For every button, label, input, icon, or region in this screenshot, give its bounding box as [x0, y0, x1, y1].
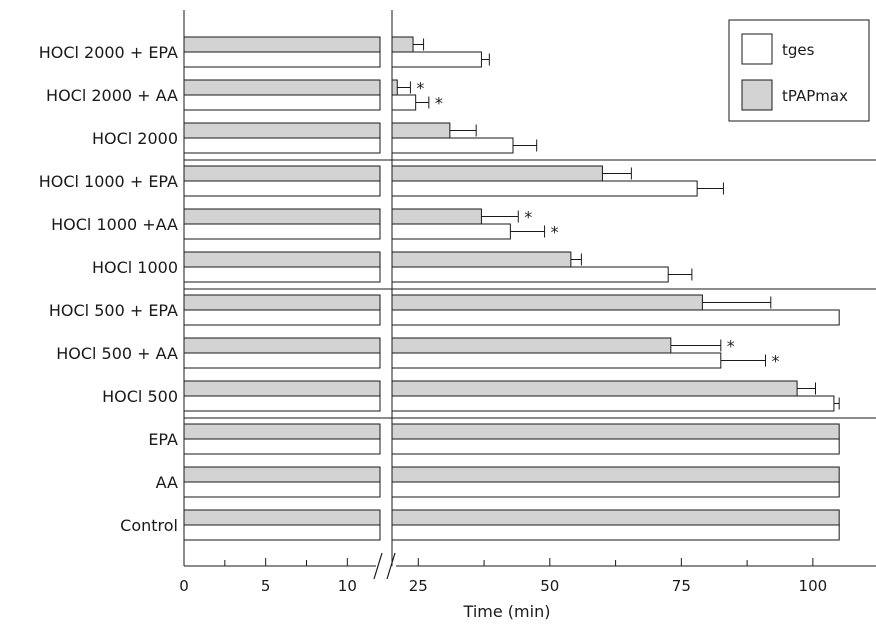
bar-tges-left	[183, 481, 381, 498]
category-label: HOCl 1000 +AA	[51, 215, 178, 234]
category-label: HOCl 2000	[92, 129, 178, 148]
bar-tpapmax-left	[183, 294, 381, 311]
x-tick-label: 5	[261, 577, 271, 595]
bar-tges	[391, 309, 840, 326]
bar-tpapmax-left	[183, 337, 381, 354]
bar-tpapmax-left	[183, 208, 381, 225]
x-tick-label: 50	[540, 577, 559, 595]
bar-tges-left	[183, 395, 381, 412]
bar-tpapmax-left	[183, 165, 381, 182]
axis-break-mark	[373, 552, 383, 580]
bar-tges-left	[183, 51, 381, 68]
bar-tpapmax-left	[183, 466, 381, 483]
bar-tges-left	[183, 266, 381, 283]
category-label: HOCl 1000	[92, 258, 178, 277]
x-tick-label: 75	[672, 577, 691, 595]
bar-tpapmax	[391, 466, 840, 483]
x-tick-label: 100	[799, 577, 828, 595]
category-label: HOCl 1000 + EPA	[39, 172, 178, 191]
bar-tges	[391, 481, 840, 498]
bar-tges	[391, 266, 669, 283]
bar-tpapmax-left	[183, 509, 381, 526]
significance-marker: *	[524, 208, 532, 227]
bar-tges	[391, 94, 417, 111]
significance-marker: *	[416, 79, 424, 98]
bar-tpapmax	[391, 122, 451, 139]
category-label: HOCl 2000 + EPA	[39, 43, 178, 62]
significance-marker: *	[551, 223, 559, 242]
legend-label-tpapmax: tPAPmax	[782, 87, 848, 105]
bar-tges	[391, 524, 840, 541]
category-label: HOCl 500 + AA	[56, 344, 178, 363]
bar-tpapmax-left	[183, 122, 381, 139]
bar-tpapmax	[391, 423, 840, 440]
bar-tges	[391, 395, 835, 412]
legend-swatch-tpapmax	[741, 79, 773, 111]
legend-label-tges: tges	[782, 41, 815, 59]
bar-tges-left	[183, 223, 381, 240]
bar-tpapmax	[391, 36, 414, 53]
significance-marker: *	[772, 352, 780, 371]
legend: tges tPAPmax	[728, 19, 870, 122]
category-label: HOCl 2000 + AA	[46, 86, 178, 105]
bar-tges	[391, 51, 482, 68]
bar-tpapmax-left	[183, 251, 381, 268]
bar-tpapmax	[391, 251, 572, 268]
bar-tges-left	[183, 94, 381, 111]
bar-tpapmax-left	[183, 79, 381, 96]
bars-layer: * * * * * *	[183, 36, 840, 541]
axis-break-mark	[386, 552, 396, 580]
bar-tges-left	[183, 352, 381, 369]
bar-tpapmax	[391, 165, 603, 182]
significance-marker: *	[727, 337, 735, 356]
bar-tpapmax	[391, 294, 703, 311]
bar-tges	[391, 180, 698, 197]
bar-tges	[391, 352, 722, 369]
bar-tges-left	[183, 309, 381, 326]
bar-tges-left	[183, 180, 381, 197]
category-label: Control	[120, 516, 178, 535]
bar-tpapmax	[391, 380, 798, 397]
bar-tpapmax-left	[183, 380, 381, 397]
x-axis-label: Time (min)	[463, 602, 551, 621]
bar-tpapmax	[391, 509, 840, 526]
category-label: HOCl 500 + EPA	[49, 301, 178, 320]
significance-marker: *	[435, 94, 443, 113]
x-tick-label: 0	[179, 577, 189, 595]
bar-tges	[391, 223, 511, 240]
x-axis: 0 5 10 25 50 75 100	[179, 10, 876, 595]
x-tick-label: 25	[409, 577, 428, 595]
category-label: HOCl 500	[102, 387, 178, 406]
bar-tpapmax-left	[183, 423, 381, 440]
bar-tpapmax	[391, 79, 398, 96]
bar-tges-left	[183, 524, 381, 541]
bar-tges-left	[183, 438, 381, 455]
x-tick-label: 10	[338, 577, 357, 595]
bar-tpapmax-left	[183, 36, 381, 53]
bar-tges	[391, 137, 514, 154]
bar-tpapmax	[391, 208, 482, 225]
legend-swatch-tges	[741, 33, 773, 65]
bar-tges-left	[183, 137, 381, 154]
bar-tges	[391, 438, 840, 455]
bar-tpapmax	[391, 337, 672, 354]
category-label: EPA	[148, 430, 178, 449]
category-labels: HOCl 2000 + EPA HOCl 2000 + AA HOCl 2000 HO…	[39, 43, 178, 535]
group-separators	[184, 159, 876, 419]
category-label: AA	[156, 473, 178, 492]
